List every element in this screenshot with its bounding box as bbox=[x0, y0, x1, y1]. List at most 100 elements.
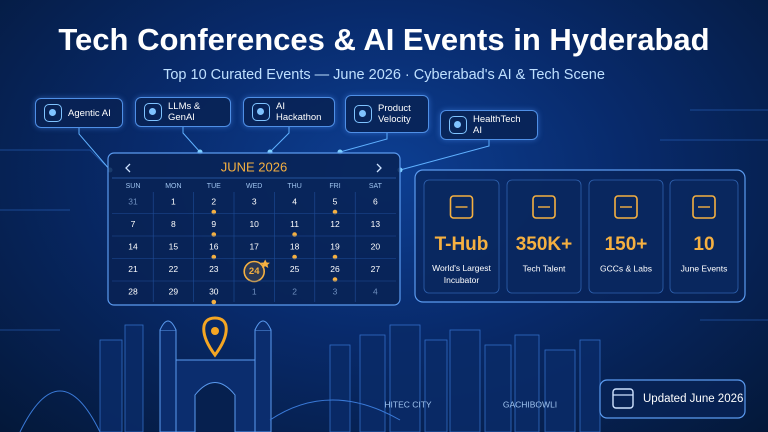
connector bbox=[269, 127, 290, 153]
calendar-day: 12 bbox=[330, 219, 340, 229]
calendar-day: 2 bbox=[292, 286, 297, 296]
featured-day-ring bbox=[243, 260, 265, 283]
building bbox=[329, 344, 351, 432]
building bbox=[579, 339, 601, 432]
calendar-day: 22 bbox=[169, 264, 179, 274]
weekday-label: SUN bbox=[126, 183, 141, 190]
subtitle: Top 10 Curated Events — June 2026 · Cybe… bbox=[163, 67, 605, 83]
stat-icon bbox=[614, 195, 638, 219]
event-dot bbox=[211, 299, 217, 305]
prev-arrow bbox=[125, 163, 131, 173]
calendar-day: 13 bbox=[371, 219, 381, 229]
location-pin bbox=[202, 316, 228, 358]
building bbox=[124, 324, 144, 432]
stat-card bbox=[669, 179, 739, 294]
stat-label-line: Incubator bbox=[444, 275, 480, 285]
pin-dot bbox=[211, 327, 219, 335]
topic-icon bbox=[44, 104, 62, 122]
stat-label: June Events bbox=[681, 263, 728, 273]
topic-icon bbox=[144, 103, 162, 121]
building bbox=[484, 344, 512, 432]
stat-card bbox=[506, 179, 582, 294]
event-dot bbox=[332, 254, 338, 260]
minaret bbox=[254, 329, 272, 432]
calendar-day: 24 bbox=[249, 266, 260, 277]
calendar-day: 18 bbox=[290, 241, 300, 251]
calendar-day: 31 bbox=[128, 196, 138, 206]
topic-pill: Agentic AI bbox=[35, 98, 123, 128]
topic-label: LLMs & GenAI bbox=[168, 101, 201, 123]
topic-label: Product Velocity bbox=[378, 103, 411, 125]
bridge bbox=[269, 399, 401, 421]
calendar-day: 7 bbox=[131, 219, 136, 229]
minaret-dome bbox=[254, 320, 272, 331]
calendar-day: 29 bbox=[169, 286, 179, 296]
stat-value: T-Hub bbox=[435, 234, 489, 255]
calendar-day: 21 bbox=[128, 264, 138, 274]
calendar-day: 5 bbox=[333, 196, 338, 206]
topic-label: HealthTech AI bbox=[473, 114, 521, 136]
calendar-day: 27 bbox=[371, 264, 381, 274]
arch bbox=[194, 382, 236, 432]
event-dot bbox=[292, 254, 297, 260]
stat-card bbox=[588, 179, 664, 294]
building bbox=[544, 349, 576, 432]
calendar-day: 11 bbox=[290, 219, 299, 229]
topic-label: Agentic AI bbox=[68, 107, 111, 119]
stat-label: Tech Talent bbox=[523, 263, 566, 273]
calendar-day: 8 bbox=[171, 219, 176, 229]
building bbox=[514, 334, 540, 432]
title: Tech Conferences & AI Events in Hyderaba… bbox=[58, 22, 709, 57]
stat-label-line: World's Largest bbox=[432, 263, 491, 273]
stat-value: 10 bbox=[693, 234, 714, 255]
calendar-panel bbox=[107, 152, 401, 306]
topic-icon bbox=[354, 105, 372, 123]
weekday-label: SAT bbox=[369, 183, 383, 190]
calendar-day: 28 bbox=[128, 286, 138, 296]
stat-icon bbox=[449, 195, 474, 219]
minaret-dome bbox=[159, 320, 177, 331]
stat-icon bbox=[532, 195, 556, 219]
calendar-day: 23 bbox=[209, 264, 219, 274]
building bbox=[359, 334, 386, 432]
dome bbox=[19, 390, 101, 432]
calendar-day: 20 bbox=[371, 241, 381, 251]
calendar-day: 2 bbox=[211, 196, 216, 206]
stat-card bbox=[423, 179, 500, 294]
calendar-day: 14 bbox=[128, 241, 138, 251]
calendar-day: 26 bbox=[330, 264, 340, 274]
connector bbox=[399, 140, 490, 171]
stat-value: 150+ bbox=[605, 234, 648, 255]
calendar-month: JUNE 2026 bbox=[221, 159, 287, 174]
calendar-day: 4 bbox=[292, 196, 297, 206]
event-dot bbox=[332, 277, 338, 282]
stat-label: World's Largest Incubator bbox=[432, 263, 491, 285]
place-label: GACHIBOWLI bbox=[503, 399, 557, 409]
calendar-day: 10 bbox=[249, 219, 259, 229]
calendar-day: 3 bbox=[252, 196, 257, 206]
event-dot bbox=[211, 232, 217, 237]
place-label: HITEC CITY bbox=[384, 399, 432, 409]
calendar-day: 3 bbox=[333, 286, 338, 296]
weekday-label: MON bbox=[165, 183, 181, 190]
event-dot bbox=[211, 209, 217, 215]
featured-star bbox=[260, 259, 270, 268]
topic-pill: Product Velocity bbox=[345, 95, 429, 133]
calendar-day: 16 bbox=[209, 241, 219, 251]
topic-icon bbox=[449, 116, 467, 134]
badge-icon bbox=[612, 388, 634, 409]
calendar-day: 19 bbox=[330, 241, 340, 251]
weekday-label: FRI bbox=[329, 183, 340, 190]
updated-text: Updated June 2026 bbox=[643, 393, 743, 405]
event-dot bbox=[292, 232, 297, 237]
calendar-day: 1 bbox=[252, 286, 257, 296]
building bbox=[99, 339, 123, 432]
calendar-day: 4 bbox=[373, 286, 378, 296]
weekday-label: TUE bbox=[207, 183, 221, 190]
connector bbox=[182, 127, 201, 153]
calendar-day: 25 bbox=[290, 264, 300, 274]
minaret bbox=[159, 329, 177, 432]
updated-badge bbox=[599, 379, 746, 419]
